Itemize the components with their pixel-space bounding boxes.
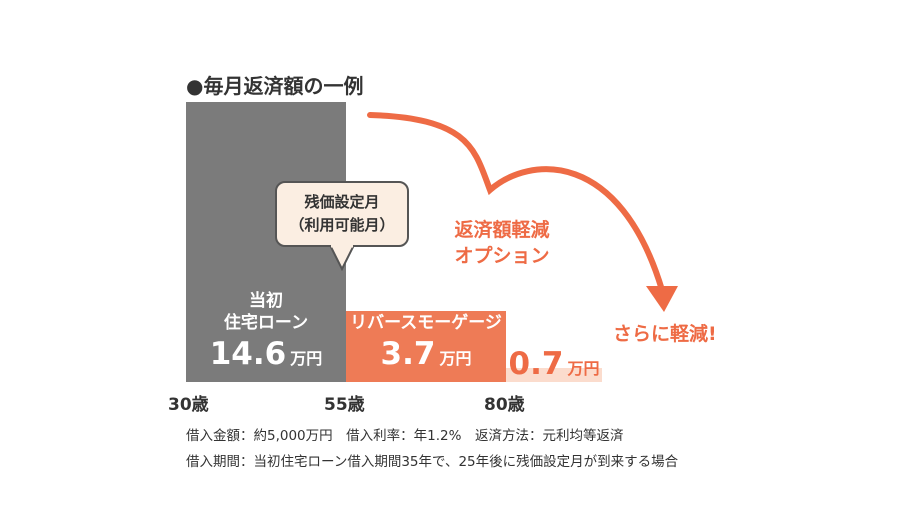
x-tick-label: 80歳 bbox=[484, 395, 525, 415]
bar-reverse-mortgage-value: 3.7 万円 bbox=[346, 336, 506, 372]
x-tick-label: 55歳 bbox=[324, 395, 365, 415]
bar-further-reduced-value: 0.7 万円 bbox=[506, 346, 602, 382]
bar-initial-loan-unit: 万円 bbox=[290, 349, 323, 368]
bar-reverse-mortgage-unit: 万円 bbox=[439, 349, 472, 368]
callout-pointer bbox=[328, 245, 356, 271]
bar-reverse-mortgage bbox=[346, 311, 506, 382]
bar-reverse-mortgage-number: 3.7 bbox=[380, 336, 436, 372]
note-loan-terms: 借入金額：約5,000万円 借入利率：年1.2% 返済方法：元利均等返済 bbox=[186, 428, 624, 444]
bar-further-reduced bbox=[506, 368, 602, 382]
chart-title: ●毎月返済額の一例 bbox=[186, 74, 364, 98]
note-loan-period: 借入期間：当初住宅ローン借入期間35年で、25年後に残価設定月が到来する場合 bbox=[186, 454, 679, 470]
bar-initial-loan-value: 14.6 万円 bbox=[186, 336, 346, 372]
option-label-line2: オプション bbox=[454, 245, 550, 267]
callout-line2: （利用可能月） bbox=[289, 216, 395, 234]
residual-value-callout: 残価設定月 （利用可能月） bbox=[275, 181, 409, 247]
reduction-option-label: 返済額軽減 オプション bbox=[432, 217, 572, 269]
bar-further-reduced-unit: 万円 bbox=[567, 359, 600, 378]
bar-initial-loan-number: 14.6 bbox=[209, 336, 287, 372]
bar-further-reduced-number: 0.7 bbox=[508, 346, 564, 382]
further-reduction-label: さらに軽減! bbox=[613, 323, 717, 345]
bar-reverse-mortgage-label-line1: 新型 bbox=[409, 291, 443, 311]
bar-initial-loan-label-line2: 住宅ローン bbox=[223, 313, 309, 333]
callout-line1: 残価設定月 bbox=[304, 193, 380, 211]
x-tick-label: 30歳 bbox=[168, 395, 209, 415]
bar-reverse-mortgage-label-line2: リバースモーゲージ bbox=[350, 313, 502, 333]
bar-initial-loan-label-line1: 当初 bbox=[249, 291, 283, 311]
bar-reverse-mortgage-label: 新型 リバースモーゲージ bbox=[346, 290, 506, 334]
bar-initial-loan-label: 当初 住宅ローン bbox=[186, 290, 346, 334]
option-label-line1: 返済額軽減 bbox=[454, 219, 550, 241]
